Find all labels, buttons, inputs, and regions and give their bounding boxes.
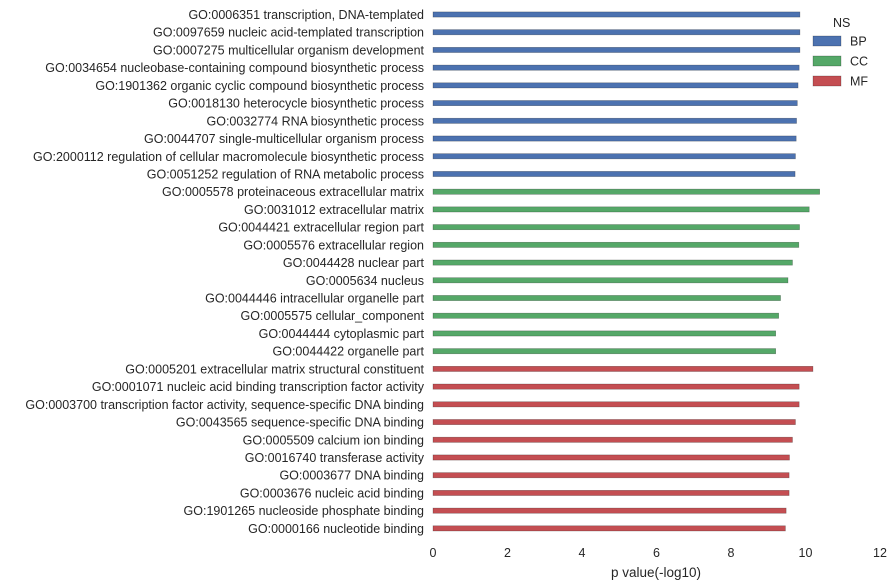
x-tick-label: 12: [873, 546, 887, 560]
category-label: GO:0044446 intracellular organelle part: [205, 292, 424, 306]
category-label: GO:0005575 cellular_component: [241, 309, 425, 323]
bar-cc: [432, 277, 789, 284]
bar-mf: [432, 507, 787, 514]
category-label: GO:0044707 single-multicellular organism…: [144, 132, 424, 146]
category-label: GO:0016740 transferase activity: [245, 451, 425, 465]
bar-mf: [432, 401, 800, 408]
x-tick-label: 6: [653, 546, 660, 560]
x-axis: p value(-log10) 0 2 4 6 8 10 12: [430, 546, 887, 580]
legend: NS BP CC MF: [812, 16, 868, 89]
category-label: GO:0051252 regulation of RNA metabolic p…: [147, 167, 424, 181]
legend-swatch-cc: [812, 55, 842, 67]
category-label: GO:0005634 nucleus: [306, 274, 424, 288]
x-tick-label: 2: [504, 546, 511, 560]
category-label: GO:1901362 organic cyclic compound biosy…: [95, 79, 424, 93]
category-label: GO:0007275 multicellular organism develo…: [153, 43, 425, 57]
category-label: GO:0043565 sequence-specific DNA binding: [176, 416, 424, 430]
category-label: GO:0032774 RNA biosynthetic process: [207, 114, 424, 128]
category-label: GO:1901265 nucleoside phosphate binding: [184, 504, 425, 518]
bar-mf: [432, 454, 790, 461]
bar-mf: [432, 490, 790, 496]
x-tick-label: 10: [799, 546, 813, 560]
category-label: GO:0034654 nucleobase-containing compoun…: [45, 61, 424, 75]
category-label: GO:0005578 proteinaceous extracellular m…: [162, 185, 425, 199]
bar-bp: [432, 100, 798, 106]
x-axis-title: p value(-log10): [611, 565, 701, 580]
bar-cc: [432, 295, 781, 301]
category-label: GO:0003676 nucleic acid binding: [240, 486, 424, 500]
category-label: GO:0001071 nucleic acid binding transcri…: [92, 380, 425, 394]
legend-label-bp: BP: [850, 35, 867, 49]
bar-bp: [432, 64, 800, 71]
category-labels: GO:0006351 transcription, DNA-templated G…: [25, 8, 424, 536]
bar-bp: [432, 153, 796, 160]
category-label: GO:0018130 heterocycle biosynthetic proc…: [168, 97, 424, 111]
bar-mf: [432, 472, 790, 479]
category-label: GO:0044444 cytoplasmic part: [259, 327, 425, 341]
category-label: GO:0005201 extracellular matrix structur…: [125, 362, 424, 376]
category-label: GO:0044428 nuclear part: [283, 256, 425, 270]
category-label: GO:0003700 transcription factor activity…: [25, 398, 424, 412]
bar-mf: [432, 436, 793, 443]
bar-cc: [432, 348, 777, 355]
x-tick-label: 8: [728, 546, 735, 560]
bar-mf: [432, 419, 796, 425]
legend-title: NS: [833, 16, 850, 30]
bar-bp: [432, 171, 796, 177]
category-label: GO:0006351 transcription, DNA-templated: [188, 8, 424, 22]
bar-bp: [432, 117, 797, 124]
bar-cc: [432, 330, 777, 337]
bar-mf: [432, 365, 814, 372]
bar-cc: [432, 241, 800, 248]
bar-bp: [432, 11, 801, 18]
category-label: GO:0005509 calcium ion binding: [243, 433, 424, 447]
bar-cc: [432, 188, 820, 195]
category-label: GO:0005576 extracellular region: [243, 238, 424, 252]
bar-mf: [432, 383, 800, 390]
bar-bp: [432, 135, 797, 142]
category-label: GO:0031012 extracellular matrix: [244, 203, 425, 217]
bar-cc: [432, 312, 779, 319]
category-label: GO:0044421 extracellular region part: [218, 221, 424, 235]
bar-bp: [432, 82, 799, 89]
legend-swatch-mf: [812, 75, 842, 87]
category-label: GO:0097659 nucleic acid-templated transc…: [153, 26, 424, 40]
bar-cc: [432, 206, 810, 213]
category-label: GO:0003677 DNA binding: [279, 469, 424, 483]
x-tick-label: 0: [430, 546, 437, 560]
bar-cc: [432, 259, 793, 266]
x-tick-label: 4: [579, 546, 586, 560]
legend-label-mf: MF: [850, 75, 868, 89]
bar-bp: [432, 47, 801, 53]
bar-mf: [432, 525, 786, 532]
category-label: GO:0000166 nucleotide binding: [248, 522, 424, 536]
bars-layer: [432, 11, 820, 532]
bar-bp: [432, 29, 801, 36]
category-label: GO:0044422 organelle part: [273, 345, 425, 359]
legend-label-cc: CC: [850, 55, 868, 69]
legend-swatch-bp: [812, 35, 842, 47]
bar-cc: [432, 224, 800, 231]
category-label: GO:2000112 regulation of cellular macrom…: [33, 150, 424, 164]
